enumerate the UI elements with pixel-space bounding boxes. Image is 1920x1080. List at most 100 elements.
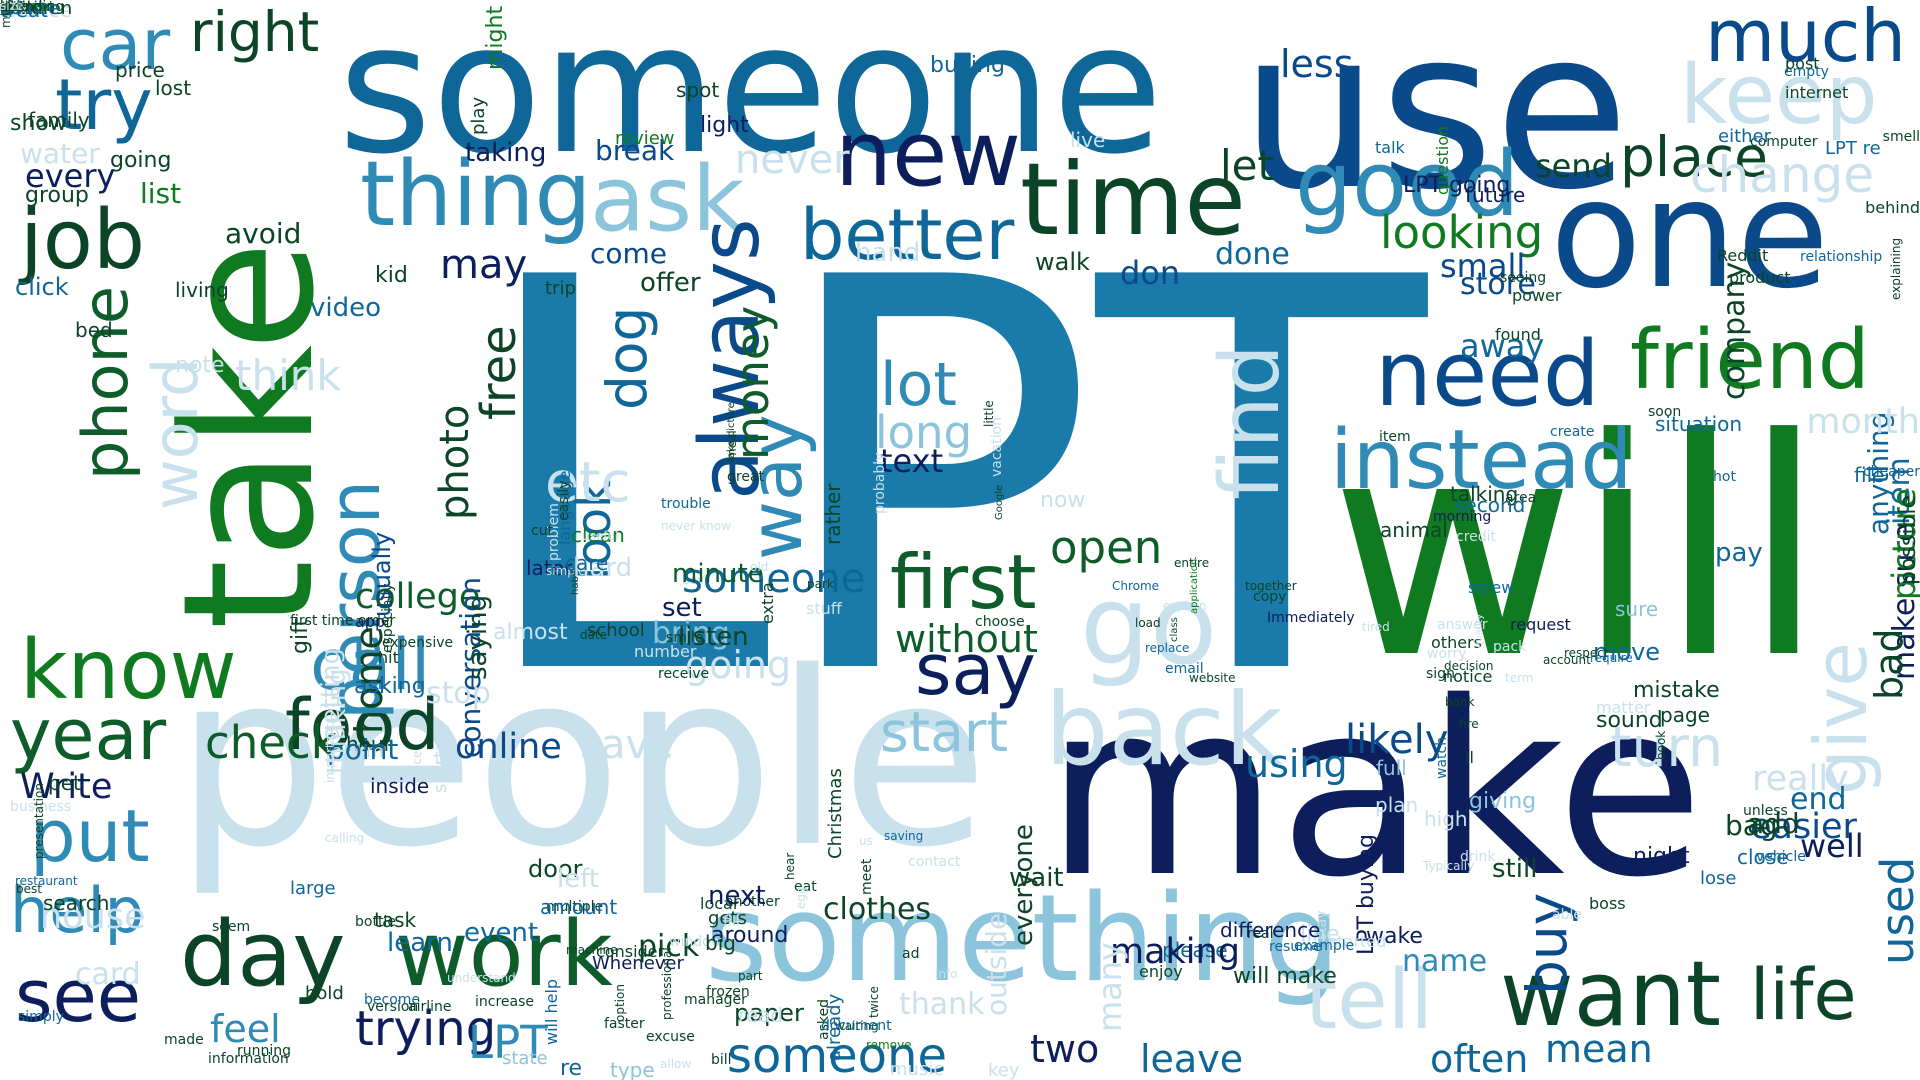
word-bit-375: bit (0, 0, 19, 15)
word-say-34: say (915, 629, 1036, 711)
word-animal-161: animal (1380, 518, 1448, 542)
word-live-131: live (1070, 128, 1106, 152)
word-website-355: website (1189, 671, 1236, 685)
word-business-282: business (10, 799, 72, 815)
word-bottle-249: bottle (355, 914, 396, 930)
word-usually-300: usually (368, 531, 396, 617)
word-trouble-321: trouble (661, 496, 711, 512)
word-increase-236: increase (475, 994, 535, 1010)
word-local-264: local (700, 894, 738, 913)
word-almost-306: almost (493, 620, 568, 645)
word-someone-4: someone (338, 0, 1163, 194)
word-instead-17: instead (1330, 413, 1633, 508)
word-choose-346: choose (975, 614, 1025, 630)
word-sound-170: sound (1596, 708, 1663, 733)
word-check-72: check (205, 716, 337, 769)
word-car-20: car (60, 4, 171, 86)
word-never-103: never (735, 137, 850, 183)
word-keep-19: keep (1680, 48, 1878, 143)
word-friend-16: friend (1630, 313, 1870, 408)
word-help-36: help (10, 874, 145, 947)
word-never-know-332: never know (661, 519, 731, 533)
word-seem-248: seem (212, 919, 251, 935)
word-bed-111: bed (75, 318, 113, 342)
word-starting-295: starting (430, 723, 451, 793)
word-morning-160: morning (1433, 509, 1492, 525)
word-wait-205: wait (1009, 863, 1064, 893)
word-likely-66: likely (1345, 717, 1449, 763)
word-high-176: high (1424, 807, 1468, 831)
word-smell-142: smell (1882, 129, 1920, 145)
word-cut-318: cut (531, 523, 554, 539)
word-saying-307: saying (463, 594, 493, 680)
word-kid-116: kid (375, 263, 408, 288)
word-bank-367: bank (1445, 695, 1475, 709)
word-life-48: life (1750, 954, 1857, 1036)
word-soon-151: soon (1648, 404, 1682, 420)
word-real-201: real (1247, 926, 1274, 942)
word-unless-182: unless (1743, 803, 1788, 819)
word-christmas-209: Christmas (825, 768, 846, 859)
word-pick-266: pick (638, 929, 700, 964)
word-light-129: light (700, 113, 749, 138)
word-much-18: much (1705, 0, 1906, 78)
word-computer-136: computer (1750, 134, 1818, 150)
word-talk-132: talk (1375, 138, 1405, 157)
word-internet-141: internet (1785, 83, 1849, 102)
word-buying-126: buying (930, 53, 1005, 78)
word-turn-65: turn (1610, 715, 1723, 779)
word-now-344: now (1040, 488, 1086, 513)
word-care-317: care (565, 551, 609, 575)
word-first-33: first (890, 538, 1037, 626)
word-nice-393: nice (0, 0, 30, 15)
word-without-59: without (895, 617, 1038, 661)
word-relationship-145: relationship (1800, 249, 1883, 265)
word-simply-245: simply (18, 1009, 64, 1025)
word-don-98: don (1120, 254, 1181, 292)
word-machine-275: machine (566, 943, 618, 957)
word-vacation-343: vacation (989, 417, 1005, 477)
word-item-152: item (1379, 429, 1411, 445)
word-used-82: used (1871, 856, 1920, 965)
word-minute-325: minute (672, 559, 764, 589)
word-long-51: long (875, 406, 973, 459)
word-walk-99: walk (1035, 248, 1090, 276)
word-either-138: either (1718, 126, 1772, 147)
word-add-184: add (1747, 807, 1800, 840)
word-term-370: term (1505, 671, 1534, 685)
word-bad-84: bad (1867, 628, 1911, 700)
word-food-26: food (285, 684, 440, 766)
word-shoe-376: shoe (0, 0, 29, 13)
word-started-196: started (1329, 932, 1387, 951)
word-write-71: Write (20, 767, 113, 807)
word-park-336: park (807, 577, 834, 591)
word-typically-191: Typically (1423, 859, 1475, 873)
word-put-35: put (30, 794, 150, 878)
word-good-11: good (1295, 132, 1520, 237)
word-something-8: something (705, 870, 1341, 1009)
word-found-150: found (1495, 325, 1541, 344)
word-place-45: place (1620, 125, 1768, 189)
word-sure-374: sure (1615, 597, 1659, 621)
word-probably-341: probably (872, 452, 888, 514)
word-college-62: college (355, 577, 481, 617)
word-lpt-75: LPT (468, 1016, 548, 1069)
word-rather-340: rather (821, 483, 845, 545)
word-screw-166: screw (1468, 578, 1515, 597)
word-know-24: know (20, 623, 237, 718)
word-presentation-284: presentation (32, 783, 46, 859)
word-wake-192: wake (1366, 924, 1423, 949)
word-break-104: break (595, 134, 675, 167)
word-hear-260: hear (783, 852, 797, 880)
word-egg-261: egg (794, 886, 808, 909)
word-hand-100: hand (855, 238, 921, 268)
word-word-41: word (139, 357, 212, 510)
word-list-109: list (140, 177, 182, 210)
word-situation-156: situation (1655, 412, 1743, 436)
word-children-387: children (0, 0, 73, 19)
word-often-70: often (1430, 1037, 1529, 1080)
word-card-247: card (75, 957, 141, 992)
word-name-194: name (1402, 944, 1488, 979)
word-everyone-213: everyone (1009, 824, 1039, 946)
word-mistake-169: mistake (1633, 678, 1720, 703)
